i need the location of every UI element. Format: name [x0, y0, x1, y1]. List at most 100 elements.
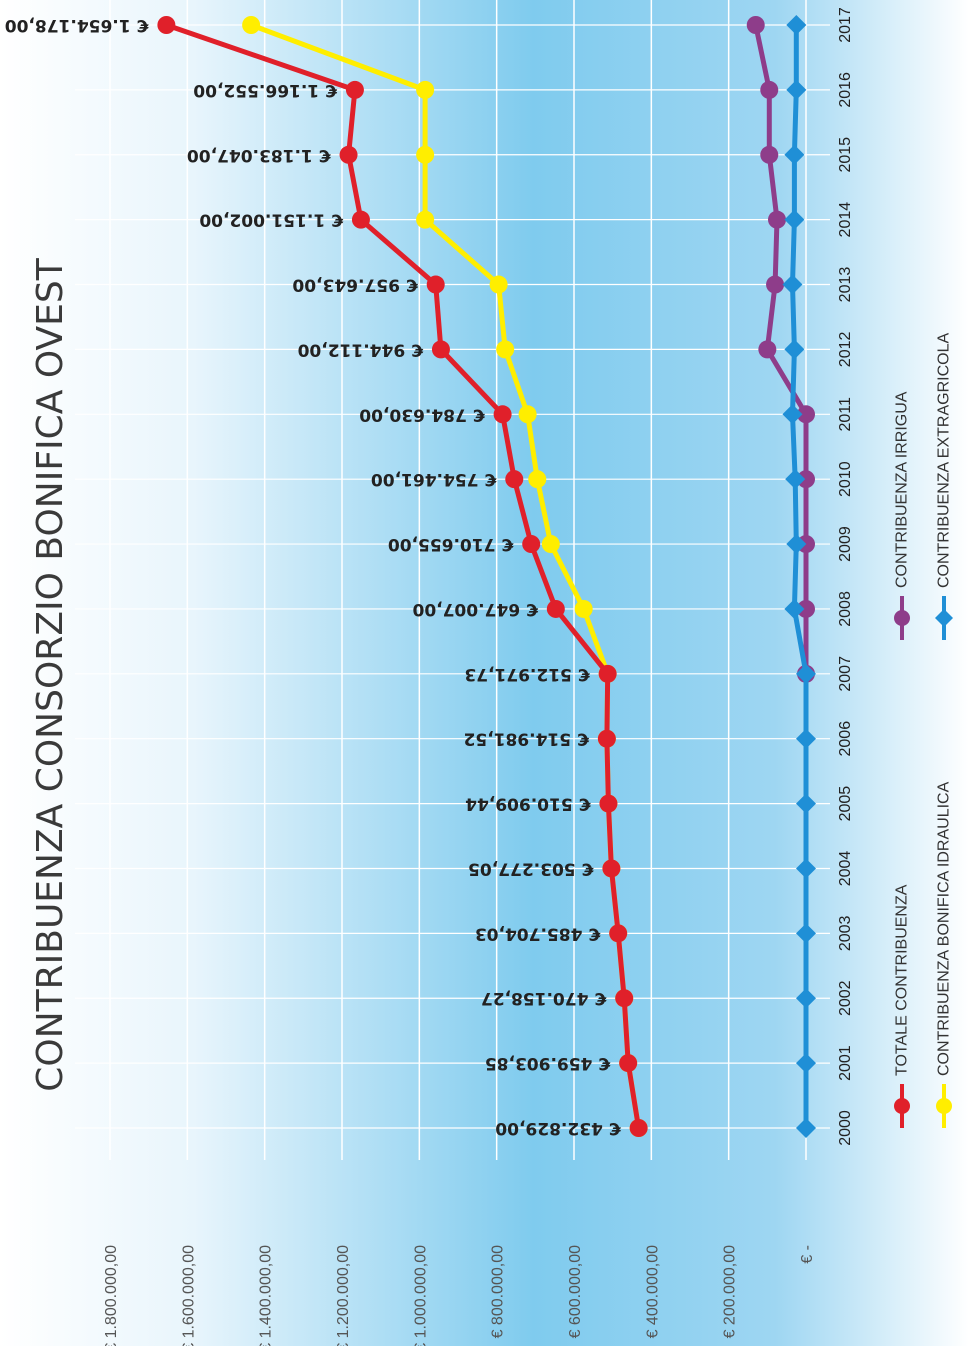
- value-axis: € - € 200.000,00 € 400.000,00 € 600.000,00 €…: [103, 1245, 816, 1346]
- series-point-1: [528, 470, 547, 489]
- series-point-0: [351, 210, 370, 229]
- series-point-0: [157, 16, 176, 34]
- year-tick-label: 2017: [837, 7, 854, 43]
- series-point-2: [746, 16, 765, 34]
- legend-swatch-marker: [936, 1098, 952, 1114]
- data-label: € 944.112,00: [297, 339, 423, 359]
- year-tick-label: 2005: [837, 786, 854, 822]
- value-tick-label: € 600.000,00: [567, 1245, 584, 1339]
- series-point-0: [598, 664, 617, 683]
- data-label: € 510.909,44: [465, 794, 591, 814]
- legend-label: TOTALE CONTRIBUENZA: [894, 884, 911, 1076]
- year-tick-label: 2012: [837, 332, 854, 368]
- series-point-1: [416, 145, 435, 164]
- value-tick-label: € 1.600.000,00: [180, 1245, 197, 1346]
- data-label: € 754.461,00: [371, 469, 497, 489]
- series-line-3: [790, 22, 809, 1131]
- legend-label: CONTRIBUENZA EXTRAGRICOLA: [936, 333, 953, 588]
- series-point-3: [784, 144, 805, 165]
- data-label: € 459.903,85: [485, 1053, 611, 1073]
- series-point-0: [602, 859, 621, 878]
- year-tick-label: 2007: [837, 656, 854, 692]
- year-tick-label: 2000: [837, 1110, 854, 1146]
- series-point-0: [619, 1054, 638, 1073]
- data-label: € 514.981,52: [464, 729, 590, 749]
- series-point-1: [242, 16, 261, 34]
- series-point-3: [796, 923, 816, 944]
- gridlines: [75, 0, 830, 1160]
- chart-title: CONTRIBUENZA CONSORZIO BONIFICA OVEST: [30, 257, 71, 1092]
- series-point-3: [796, 728, 816, 749]
- series-point-2: [766, 275, 785, 294]
- legend-swatch-marker: [894, 610, 910, 626]
- data-label: € 432.829,00: [495, 1118, 621, 1138]
- value-tick-label: € 1.400.000,00: [258, 1245, 275, 1346]
- series-point-3: [786, 79, 807, 100]
- series-point-0: [629, 1119, 648, 1137]
- data-label: € 957.643,00: [292, 275, 418, 295]
- data-label: € 503.277,05: [468, 858, 594, 878]
- legend-swatch-marker: [935, 609, 953, 627]
- series-point-0: [597, 729, 616, 748]
- value-tick-label: € -: [799, 1245, 816, 1264]
- series-point-3: [796, 793, 816, 814]
- series-line-0: [163, 22, 642, 1131]
- series-point-0: [431, 340, 450, 359]
- year-tick-label: 2016: [837, 72, 854, 108]
- year-axis: 2000 2001 2002 2003 2004 2005 2006 2007 2008 2009…: [837, 7, 854, 1146]
- data-labels: € 432.829,00 € 459.903,85 € 470.158,27 € 48…: [5, 15, 622, 1138]
- series-point-3: [782, 274, 803, 295]
- series-point-2: [797, 405, 815, 424]
- series-point-2: [760, 145, 779, 164]
- data-label: € 512.971,73: [464, 664, 590, 684]
- data-label: € 647.007,00: [412, 599, 538, 619]
- data-label: € 1.654.178,00: [5, 15, 150, 35]
- series-point-1: [489, 275, 508, 294]
- year-tick-label: 2006: [837, 721, 854, 757]
- series-point-0: [493, 405, 512, 424]
- series-point-3: [784, 209, 805, 230]
- legend-swatch-marker: [894, 1098, 910, 1114]
- legend: TOTALE CONTRIBUENZA CONTRIBUENZA BONIFICA…: [894, 333, 953, 1128]
- series-point-2: [760, 80, 779, 99]
- series-point-0: [546, 599, 565, 618]
- series-point-3: [785, 469, 806, 490]
- series-point-3: [796, 1053, 816, 1074]
- series-point-2: [768, 210, 786, 229]
- year-tick-label: 2009: [837, 526, 854, 562]
- data-label: € 1.183.047,00: [187, 145, 332, 165]
- data-label: € 1.166.552,00: [193, 80, 338, 100]
- legend-label: CONTRIBUENZA IRRIGUA: [894, 391, 911, 588]
- data-label: € 1.151.002,00: [199, 210, 344, 230]
- series-point-2: [758, 340, 777, 359]
- series-point-0: [345, 80, 364, 99]
- series-point-1: [574, 599, 593, 618]
- data-label: € 485.704,03: [475, 923, 601, 943]
- value-tick-label: € 800.000,00: [490, 1245, 507, 1339]
- value-tick-label: € 1.000.000,00: [412, 1245, 429, 1346]
- data-label: € 470.158,27: [481, 988, 607, 1008]
- series-point-0: [615, 989, 634, 1008]
- year-tick-label: 2003: [837, 915, 854, 951]
- series-point-1: [496, 340, 515, 359]
- year-tick-label: 2015: [837, 137, 854, 173]
- series-point-3: [784, 339, 805, 360]
- series-point-3: [782, 404, 803, 425]
- year-tick-label: 2004: [837, 851, 854, 887]
- year-tick-label: 2008: [837, 591, 854, 627]
- series-point-0: [599, 794, 618, 813]
- year-tick-label: 2014: [837, 202, 854, 238]
- series-point-0: [505, 470, 524, 489]
- series-point-0: [339, 145, 358, 164]
- series-point-3: [796, 1118, 816, 1138]
- series-point-1: [416, 80, 435, 99]
- value-tick-label: € 1.800.000,00: [103, 1245, 120, 1346]
- value-tick-label: € 1.200.000,00: [335, 1245, 352, 1346]
- series-point-2: [797, 599, 815, 618]
- series-point-1: [541, 535, 560, 554]
- series-point-3: [796, 858, 816, 879]
- year-tick-label: 2001: [837, 1045, 854, 1081]
- year-tick-label: 2002: [837, 980, 854, 1016]
